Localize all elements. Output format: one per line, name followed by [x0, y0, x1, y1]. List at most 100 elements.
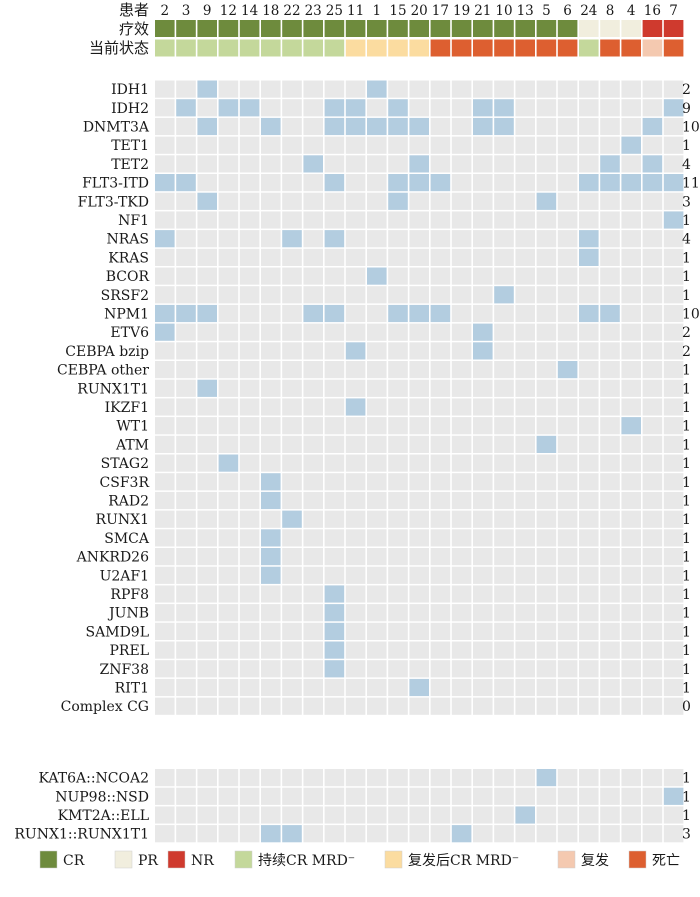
mutation-cell-empty: [176, 267, 196, 285]
mutation-cell-empty: [451, 604, 472, 622]
mutation-cell-empty: [409, 806, 429, 824]
efficacy-cell: [155, 20, 175, 37]
mutation-cell-empty: [345, 304, 366, 323]
mutation-cell-empty: [197, 660, 217, 678]
mutation-cell-empty: [239, 678, 260, 697]
mutation-cell-empty: [345, 622, 366, 640]
row-label: RIT1: [115, 681, 149, 697]
mutation-cell-empty: [515, 825, 535, 843]
mutation-cell-empty: [494, 174, 514, 192]
mutation-cell-empty: [388, 769, 408, 787]
mutation-cell-empty: [388, 323, 408, 341]
mutation-cell-empty: [473, 491, 493, 510]
mutation-cell-empty: [451, 136, 472, 154]
mutation-cell-empty: [515, 248, 535, 266]
mutation-cell-empty: [579, 454, 599, 472]
efficacy-cell: [261, 20, 281, 37]
mutation-cell-empty: [642, 304, 663, 323]
mutation-cell-filled: [388, 117, 408, 136]
mutation-cell-empty: [494, 769, 514, 787]
mutation-cell-filled: [579, 230, 599, 248]
mutation-cell-empty: [345, 769, 366, 787]
mutation-cell-empty: [557, 174, 578, 192]
mutation-cell-empty: [557, 398, 578, 416]
mutation-cell-filled: [663, 99, 684, 117]
mutation-cell-empty: [451, 323, 472, 341]
mutation-cell-empty: [367, 529, 387, 547]
mutation-cell-empty: [239, 435, 260, 453]
mutation-cell-empty: [282, 473, 302, 491]
efficacy-cell: [473, 20, 493, 37]
mutation-cell-empty: [282, 136, 302, 154]
mutation-cell-empty: [239, 286, 260, 304]
mutation-cell-empty: [155, 155, 175, 173]
row-count: 1: [682, 587, 691, 603]
mutation-cell-empty: [494, 604, 514, 622]
row-label: TET1: [111, 138, 149, 154]
mutation-cell-empty: [324, 211, 345, 229]
mutation-cell-empty: [324, 473, 345, 491]
legend-swatch: [39, 850, 58, 869]
mutation-cell-empty: [155, 435, 175, 453]
mutation-cell-filled: [642, 155, 663, 173]
row-label: Complex CG: [61, 699, 149, 715]
mutation-cell-empty: [345, 417, 366, 435]
mutation-cell-empty: [473, 267, 493, 285]
mutation-cell-empty: [557, 435, 578, 453]
mutation-cell-empty: [430, 510, 451, 528]
mutation-cell-filled: [536, 435, 557, 453]
mutation-cell-empty: [197, 267, 217, 285]
mutation-cell-empty: [303, 323, 323, 341]
mutation-cell-empty: [218, 435, 239, 453]
mutation-cell-empty: [515, 697, 535, 715]
mutation-cell-empty: [261, 417, 281, 435]
mutation-cell-empty: [409, 769, 429, 787]
mutation-cell-empty: [197, 211, 217, 229]
mutation-cell-empty: [261, 99, 281, 117]
row-label: CEBPA other: [57, 363, 149, 379]
row-count: 11: [682, 176, 700, 192]
mutation-cell-empty: [218, 769, 239, 787]
mutation-cell-empty: [197, 622, 217, 640]
mutation-cell-empty: [663, 641, 684, 659]
mutation-cell-empty: [388, 361, 408, 379]
mutation-cell-empty: [642, 454, 663, 472]
mutation-cell-empty: [557, 491, 578, 510]
row-label: FLT3-ITD: [82, 176, 149, 192]
row-count: 1: [682, 400, 691, 416]
mutation-cell-empty: [473, 379, 493, 397]
mutation-cell-empty: [388, 155, 408, 173]
mutation-cell-filled: [345, 99, 366, 117]
mutation-cell-empty: [176, 342, 196, 360]
mutation-cell-empty: [261, 174, 281, 192]
mutation-cell-empty: [367, 192, 387, 210]
mutation-cell-empty: [218, 80, 239, 98]
mutation-cell-empty: [324, 286, 345, 304]
mutation-cell-empty: [409, 398, 429, 416]
mutation-cell-empty: [261, 769, 281, 787]
mutation-cell-empty: [218, 678, 239, 697]
mutation-cell-empty: [600, 787, 620, 805]
mutation-cell-empty: [494, 697, 514, 715]
mutation-cell-filled: [557, 361, 578, 379]
mutation-cell-filled: [473, 99, 493, 117]
mutation-cell-empty: [176, 286, 196, 304]
mutation-cell-filled: [451, 825, 472, 843]
mutation-cell-empty: [367, 323, 387, 341]
mutation-cell-empty: [600, 361, 620, 379]
mutation-cell-empty: [473, 454, 493, 472]
row-count: 3: [682, 194, 691, 210]
mutation-cell-empty: [197, 769, 217, 787]
mutation-cell-empty: [642, 230, 663, 248]
mutation-cell-empty: [663, 435, 684, 453]
mutation-cell-empty: [600, 529, 620, 547]
mutation-cell-empty: [430, 398, 451, 416]
mutation-cell-empty: [473, 435, 493, 453]
mutation-cell-empty: [451, 510, 472, 528]
status-cell: [430, 39, 451, 57]
mutation-cell-empty: [642, 641, 663, 659]
row-count: 0: [682, 699, 691, 715]
mutation-cell-empty: [536, 660, 557, 678]
mutation-cell-empty: [621, 622, 641, 640]
mutation-cell-empty: [261, 323, 281, 341]
